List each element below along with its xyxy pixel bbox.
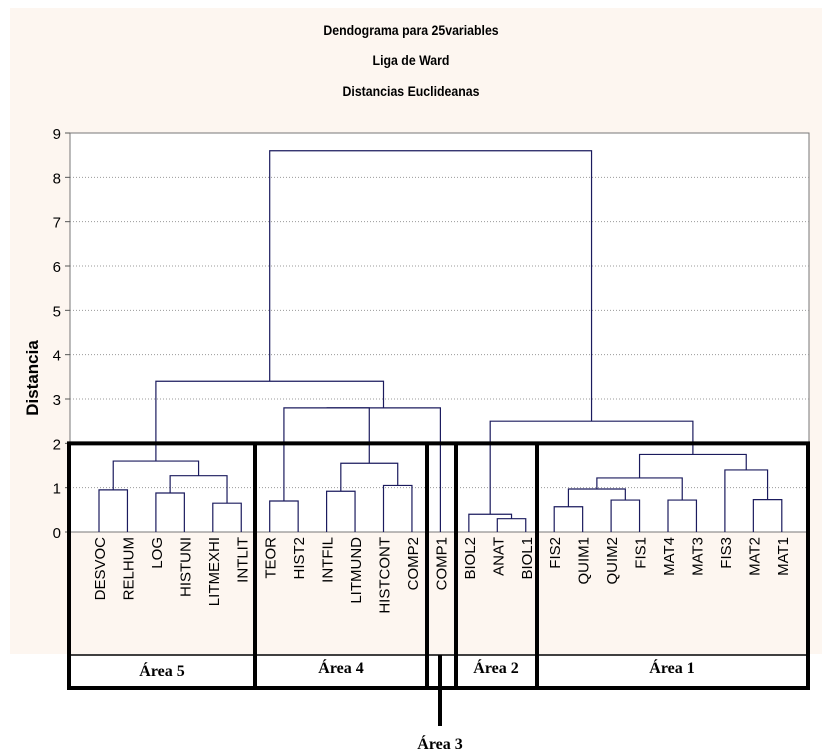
leaf-label: LOG (149, 537, 166, 569)
leaf-label: COMP1 (433, 537, 450, 590)
dendrogram-link (155, 492, 185, 532)
chart-subtitle-distance: Distancias Euclideanas (342, 83, 480, 99)
leaf-label: HIST2 (291, 537, 308, 580)
dendrogram-link (638, 453, 747, 478)
y-tick-label: 9 (53, 126, 61, 143)
dendrogram-link (169, 475, 228, 504)
leaf-label: FIS2 (547, 537, 564, 569)
area-label: Área 1 (649, 658, 694, 677)
y-axis-ticks: 0 1 2 3 4 5 6 7 8 9 (53, 126, 70, 542)
dendrogram-link (489, 420, 694, 515)
leaf-label: TEOR (263, 537, 280, 579)
dendrogram-link (269, 500, 299, 532)
dendrogram-link (112, 460, 200, 490)
leaf-label: INTLIT (234, 537, 251, 583)
dendrogram-link (468, 513, 513, 532)
leaf-label: MAT2 (746, 537, 763, 576)
chart-subtitle-linkage: Liga de Ward (372, 52, 450, 68)
dendrogram-link (567, 488, 626, 507)
y-tick-label: 1 (53, 481, 61, 498)
leaf-label: LITMUND (348, 537, 365, 604)
leaf-label: RELHUM (120, 537, 137, 600)
y-tick-label: 2 (53, 436, 61, 453)
leaf-label: HISTCONT (377, 537, 394, 614)
area-groups: Área 5 Área 4 Área 3 Área 2 Área 1 (67, 441, 810, 753)
leaf-label: BIOL2 (462, 537, 479, 580)
leaf-label: FIS1 (633, 537, 650, 569)
dendrogram-tree (98, 150, 783, 532)
leaf-label: DESVOC (92, 537, 109, 601)
leaf-label: MAT4 (661, 537, 678, 576)
y-axis-label: Distancia (23, 340, 42, 416)
leaf-label: HISTUNI (177, 537, 194, 597)
chart-title: Dendograma para 25variables (323, 22, 499, 38)
leaf-labels: DESVOC RELHUM LOG HISTUNI LITMEXHI INTLIT TEOR… (92, 537, 792, 614)
y-tick-label: 4 (53, 348, 61, 365)
area-label: Área 2 (473, 658, 518, 677)
leaf-label: COMP2 (405, 537, 422, 590)
y-tick-label: 5 (53, 303, 61, 320)
leaf-label: MAT1 (775, 537, 792, 576)
leaf-label: ANAT (490, 537, 507, 576)
leaf-label: QUIM1 (576, 537, 593, 585)
y-tick-label: 7 (53, 215, 61, 232)
leaf-label: INTFIL (320, 537, 337, 583)
dendrogram-link (752, 499, 783, 532)
y-tick-label: 0 (53, 525, 61, 542)
plot-area (69, 132, 810, 533)
dendrogram-link (326, 407, 441, 532)
y-tick-label: 8 (53, 170, 61, 187)
leaf-label: BIOL1 (519, 537, 536, 580)
leaf-label: QUIM2 (604, 537, 621, 585)
leaf-label: LITMEXHI (206, 537, 223, 606)
leaf-label: FIS3 (718, 537, 735, 569)
leaf-label: MAT3 (689, 537, 706, 576)
dendrogram-link (155, 380, 385, 462)
y-tick-label: 6 (53, 259, 61, 276)
dendrogram-link (269, 150, 593, 422)
y-tick-label: 3 (53, 392, 61, 409)
area-label: Área 4 (318, 658, 363, 677)
area-label: Área 5 (139, 661, 184, 680)
area-label: Área 3 (417, 734, 462, 753)
